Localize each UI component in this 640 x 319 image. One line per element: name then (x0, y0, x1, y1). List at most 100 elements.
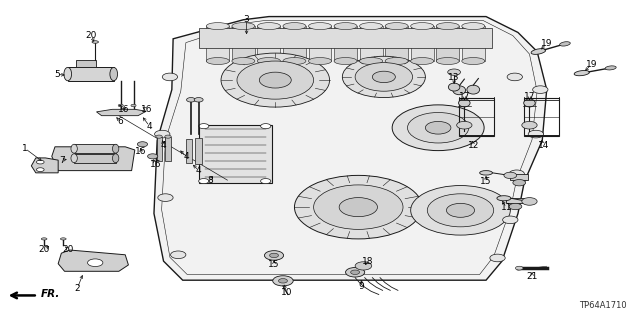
Polygon shape (58, 250, 129, 271)
Text: 16: 16 (118, 105, 129, 114)
Bar (195, 138, 202, 164)
Ellipse shape (110, 67, 118, 81)
Polygon shape (31, 158, 58, 173)
Bar (157, 137, 162, 161)
Text: 12: 12 (468, 141, 479, 150)
Bar (283, 26, 306, 61)
Circle shape (163, 73, 177, 81)
Circle shape (522, 122, 537, 129)
Circle shape (339, 197, 378, 217)
Bar (74, 154, 116, 163)
Bar (198, 124, 272, 183)
Bar (385, 26, 408, 61)
Ellipse shape (206, 23, 229, 30)
Ellipse shape (605, 66, 616, 70)
Circle shape (138, 142, 148, 147)
Circle shape (269, 253, 278, 258)
Ellipse shape (334, 57, 357, 64)
Circle shape (155, 130, 170, 138)
Circle shape (221, 53, 330, 107)
Bar (436, 26, 460, 61)
Circle shape (237, 61, 314, 99)
Text: TP64A1710: TP64A1710 (579, 301, 627, 310)
Circle shape (158, 194, 173, 201)
Circle shape (408, 113, 468, 143)
Ellipse shape (308, 57, 332, 64)
Text: 5: 5 (54, 70, 60, 79)
Ellipse shape (462, 57, 484, 64)
Ellipse shape (385, 23, 408, 30)
Ellipse shape (118, 104, 124, 107)
Ellipse shape (411, 23, 434, 30)
Ellipse shape (131, 104, 136, 107)
Text: 16: 16 (136, 147, 147, 156)
Circle shape (36, 168, 44, 172)
Polygon shape (52, 147, 135, 171)
Text: 7: 7 (59, 156, 65, 165)
Circle shape (392, 105, 484, 151)
Text: 10: 10 (281, 288, 292, 297)
Text: 14: 14 (538, 141, 549, 150)
Text: 2: 2 (74, 284, 80, 293)
Polygon shape (154, 17, 547, 280)
Ellipse shape (60, 238, 66, 240)
Text: 15: 15 (268, 260, 280, 270)
Circle shape (273, 276, 293, 286)
Ellipse shape (283, 23, 306, 30)
Bar (186, 139, 192, 163)
Circle shape (513, 180, 525, 186)
Text: 21: 21 (526, 272, 538, 281)
Ellipse shape (411, 57, 434, 64)
Text: 4: 4 (196, 166, 202, 175)
Circle shape (522, 197, 537, 205)
Ellipse shape (165, 135, 172, 138)
Circle shape (148, 154, 158, 159)
Ellipse shape (113, 154, 119, 163)
Circle shape (428, 194, 493, 227)
Circle shape (346, 268, 365, 277)
Bar (411, 26, 434, 61)
Text: FR.: FR. (40, 289, 60, 299)
Circle shape (260, 123, 271, 129)
Circle shape (411, 186, 510, 235)
Text: 17: 17 (524, 92, 535, 101)
Ellipse shape (436, 57, 460, 64)
Ellipse shape (479, 171, 492, 175)
Text: 8: 8 (207, 176, 213, 185)
Text: 9: 9 (358, 282, 364, 291)
Text: 19: 19 (541, 39, 552, 48)
Circle shape (504, 172, 516, 179)
Ellipse shape (574, 70, 589, 76)
Circle shape (507, 73, 522, 81)
Circle shape (264, 251, 284, 260)
Ellipse shape (71, 144, 77, 153)
Ellipse shape (186, 98, 195, 102)
Bar (68, 67, 114, 81)
Ellipse shape (453, 86, 466, 95)
Ellipse shape (436, 23, 460, 30)
Circle shape (502, 216, 518, 224)
Text: 1: 1 (22, 144, 28, 153)
Text: 18: 18 (362, 257, 374, 266)
Circle shape (509, 170, 524, 178)
Circle shape (532, 86, 548, 93)
Circle shape (36, 160, 44, 164)
Circle shape (171, 251, 186, 259)
Polygon shape (97, 109, 147, 116)
Ellipse shape (497, 196, 511, 201)
Circle shape (260, 179, 271, 184)
Circle shape (314, 185, 403, 229)
Bar (462, 26, 484, 61)
Text: 17: 17 (459, 92, 470, 101)
Text: 16: 16 (141, 105, 152, 114)
Circle shape (278, 278, 287, 283)
Circle shape (259, 72, 291, 88)
Bar (308, 26, 332, 61)
Bar (206, 26, 229, 61)
Circle shape (294, 175, 422, 239)
Bar (510, 174, 528, 180)
Ellipse shape (156, 135, 163, 138)
Text: 11: 11 (500, 203, 512, 212)
Text: 4: 4 (183, 152, 189, 161)
Circle shape (198, 123, 209, 129)
